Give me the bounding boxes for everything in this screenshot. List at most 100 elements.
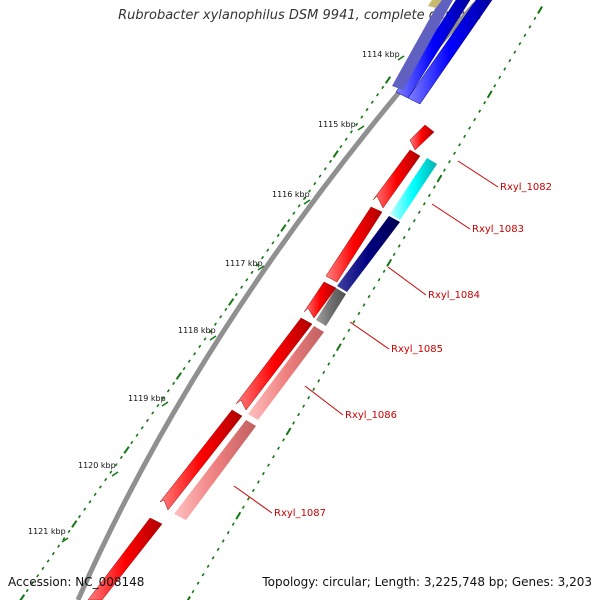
tick-mark — [282, 438, 285, 442]
tick-mark — [277, 446, 280, 450]
tick-mark — [483, 101, 487, 105]
gene-arrow — [87, 517, 163, 600]
tick-mark — [241, 505, 245, 509]
tick-mark — [427, 193, 431, 198]
tick-mark — [523, 33, 527, 37]
tick-mark — [240, 285, 244, 289]
gene-arrow — [303, 281, 337, 319]
tick-mark — [463, 134, 467, 139]
tick-mark — [443, 168, 446, 172]
gene-arrow — [235, 317, 313, 411]
tick-mark — [104, 477, 108, 482]
gene-arrow — [372, 149, 421, 209]
tick-mark — [347, 328, 351, 332]
tick-mark — [352, 320, 356, 324]
gene-block-rxyl-1085 — [316, 288, 346, 326]
tick-mark — [156, 403, 160, 408]
gene-label-rxyl-1086: Rxyl_1086 — [345, 410, 397, 421]
tick-mark — [280, 224, 287, 232]
tick-mark — [36, 574, 40, 578]
tick-mark — [362, 303, 366, 307]
position-ruler: 1114 kbp 1115 kbp 1116 kbp 1117 kbp 1118… — [28, 50, 405, 543]
tick-mark — [313, 181, 317, 186]
tick-mark — [41, 566, 45, 571]
tick-mark — [226, 530, 230, 535]
tick-mark — [302, 404, 306, 408]
gene-label-rxyl-1087: Rxyl_1087 — [274, 508, 326, 519]
tick-mark — [392, 252, 396, 257]
tick-mark — [372, 286, 376, 290]
tick-mark — [287, 218, 291, 223]
tick-mark — [307, 396, 311, 400]
tick-mark — [407, 227, 411, 231]
tick-mark — [297, 204, 301, 208]
kbp-label: 1116 kbp — [272, 190, 310, 199]
tick-mark — [412, 219, 416, 223]
tick-mark — [384, 76, 392, 84]
tick-mark — [187, 359, 191, 363]
tick-mark — [302, 196, 306, 201]
tick-mark — [518, 42, 522, 46]
tick-mark — [221, 539, 225, 543]
tick-mark — [528, 25, 532, 29]
tick-mark — [285, 427, 292, 436]
tick-mark — [357, 311, 361, 316]
tick-mark — [513, 50, 517, 54]
tick-mark — [503, 67, 507, 71]
kbp-label: 1118 kbp — [178, 326, 216, 335]
tick-mark — [83, 507, 87, 511]
tick-mark — [186, 596, 191, 600]
tick-mark — [322, 370, 326, 375]
tick-mark — [432, 185, 436, 189]
tick-mark — [533, 16, 537, 21]
gene-label-rxyl-1085: Rxyl_1085 — [391, 344, 443, 355]
tick-mark — [19, 594, 26, 600]
tick-mark — [201, 573, 205, 577]
tick-mark — [255, 263, 259, 267]
tick-mark — [175, 372, 182, 380]
kbp-label: 1119 kbp — [128, 394, 166, 403]
tick-mark — [297, 412, 301, 417]
tick-mark — [228, 298, 235, 306]
tick-mark — [370, 100, 374, 104]
tick-mark — [436, 174, 443, 183]
tick-mark — [250, 270, 254, 275]
tick-mark — [332, 150, 339, 158]
tick-mark — [151, 411, 155, 415]
tick-mark — [219, 315, 223, 319]
tick-mark — [422, 202, 426, 206]
tick-mark — [245, 278, 249, 282]
tick-mark — [62, 537, 66, 541]
kbp-label: 1121 kbp — [28, 527, 66, 536]
forward-strand-genes — [87, 0, 471, 600]
kbp-label: 1114 kbp — [362, 50, 400, 59]
tick-mark — [193, 352, 197, 356]
gene-block-rxyl-1087 — [174, 420, 256, 520]
gene-arrow — [409, 124, 435, 151]
tick-mark — [216, 547, 220, 552]
tick-mark — [161, 396, 165, 400]
tick-mark — [172, 381, 176, 386]
gene-block-rxyl-1084 — [337, 216, 400, 292]
tick-mark — [51, 551, 55, 556]
tick-mark — [508, 58, 512, 63]
tick-mark — [349, 130, 353, 134]
tick-mark — [234, 292, 238, 297]
tick-mark — [182, 366, 186, 371]
tick-mark — [93, 492, 97, 497]
tick-mark — [493, 84, 497, 88]
tick-mark — [135, 433, 139, 437]
tick-mark — [114, 463, 118, 467]
tick-mark — [323, 167, 327, 171]
outer-tick-ring — [19, 76, 392, 600]
tick-mark — [468, 126, 472, 130]
tick-mark — [145, 418, 150, 423]
tick-mark — [130, 440, 134, 445]
tick-mark — [203, 337, 207, 341]
topology-label: Topology: circular; Length: 3,225,748 bp… — [262, 575, 592, 589]
tick-mark — [292, 421, 296, 425]
tick-mark — [386, 258, 393, 267]
tick-mark — [317, 379, 321, 383]
tick-mark — [266, 248, 270, 252]
